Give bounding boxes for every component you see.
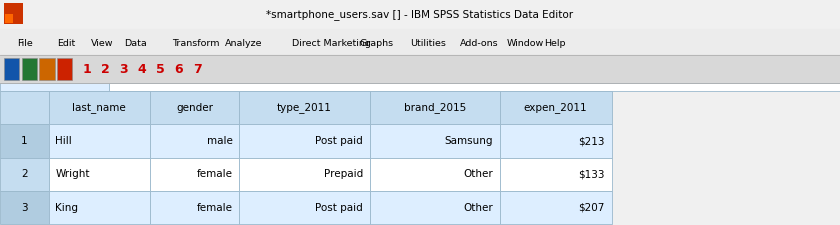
- Bar: [49, 91, 150, 124]
- Bar: [4, 58, 19, 80]
- Text: Hill: Hill: [55, 136, 72, 146]
- Text: Help: Help: [544, 39, 566, 48]
- Text: Add-ons: Add-ons: [460, 39, 499, 48]
- Text: File: File: [17, 39, 33, 48]
- Text: 6: 6: [175, 63, 183, 76]
- Bar: [0, 0, 840, 29]
- Text: 5: 5: [156, 63, 165, 76]
- Bar: [49, 191, 150, 224]
- Bar: [109, 83, 840, 91]
- Text: Transform: Transform: [172, 39, 220, 48]
- Text: 1: 1: [21, 136, 28, 146]
- Text: Utilities: Utilities: [410, 39, 446, 48]
- Text: expen_2011: expen_2011: [524, 102, 587, 113]
- Bar: [57, 58, 72, 80]
- Text: $207: $207: [579, 203, 605, 213]
- Bar: [370, 191, 500, 224]
- Bar: [22, 58, 37, 80]
- Bar: [0, 29, 840, 55]
- Text: 2: 2: [21, 169, 28, 179]
- Text: last_name: last_name: [72, 102, 126, 113]
- Text: Wright: Wright: [55, 169, 90, 179]
- Bar: [4, 3, 23, 24]
- Bar: [239, 191, 370, 224]
- Text: 3: 3: [21, 203, 28, 213]
- Text: Window: Window: [507, 39, 543, 48]
- Bar: [500, 91, 612, 124]
- Bar: [500, 124, 612, 158]
- Bar: [370, 124, 500, 158]
- Text: female: female: [197, 169, 233, 179]
- Bar: [49, 158, 150, 191]
- Bar: [150, 191, 239, 224]
- Text: Prepaid: Prepaid: [323, 169, 363, 179]
- Text: Post paid: Post paid: [315, 136, 363, 146]
- Text: Other: Other: [464, 203, 493, 213]
- Text: 2: 2: [101, 63, 109, 76]
- Bar: [500, 158, 612, 191]
- Text: View: View: [91, 39, 113, 48]
- Bar: [0, 158, 49, 191]
- Bar: [150, 158, 239, 191]
- Text: 7: 7: [193, 63, 202, 76]
- Text: 3: 3: [119, 63, 128, 76]
- Text: type_2011: type_2011: [277, 102, 332, 113]
- Text: Graphs: Graphs: [360, 39, 394, 48]
- Bar: [239, 158, 370, 191]
- Bar: [0, 91, 49, 124]
- Text: Samsung: Samsung: [444, 136, 493, 146]
- Text: $133: $133: [578, 169, 605, 179]
- Text: male: male: [207, 136, 233, 146]
- Text: *smartphone_users.sav [] - IBM SPSS Statistics Data Editor: *smartphone_users.sav [] - IBM SPSS Stat…: [266, 9, 574, 20]
- Text: Direct Marketing: Direct Marketing: [292, 39, 371, 48]
- Bar: [0, 191, 49, 224]
- Text: Analyze: Analyze: [225, 39, 263, 48]
- Text: gender: gender: [176, 103, 213, 113]
- Bar: [150, 124, 239, 158]
- Text: Post paid: Post paid: [315, 203, 363, 213]
- Bar: [5, 14, 13, 23]
- Bar: [239, 91, 370, 124]
- Bar: [0, 124, 49, 158]
- Text: King: King: [55, 203, 78, 213]
- Bar: [0, 83, 109, 91]
- Text: brand_2015: brand_2015: [403, 102, 466, 113]
- Text: Other: Other: [464, 169, 493, 179]
- Bar: [370, 158, 500, 191]
- Bar: [150, 91, 239, 124]
- Bar: [39, 58, 55, 80]
- Text: $213: $213: [578, 136, 605, 146]
- Bar: [370, 91, 500, 124]
- Text: female: female: [197, 203, 233, 213]
- Text: 4: 4: [138, 63, 146, 76]
- Bar: [239, 124, 370, 158]
- Text: Data: Data: [124, 39, 147, 48]
- Text: 1: 1: [82, 63, 91, 76]
- Bar: [500, 191, 612, 224]
- Text: Edit: Edit: [57, 39, 76, 48]
- Bar: [49, 124, 150, 158]
- Bar: [0, 55, 840, 83]
